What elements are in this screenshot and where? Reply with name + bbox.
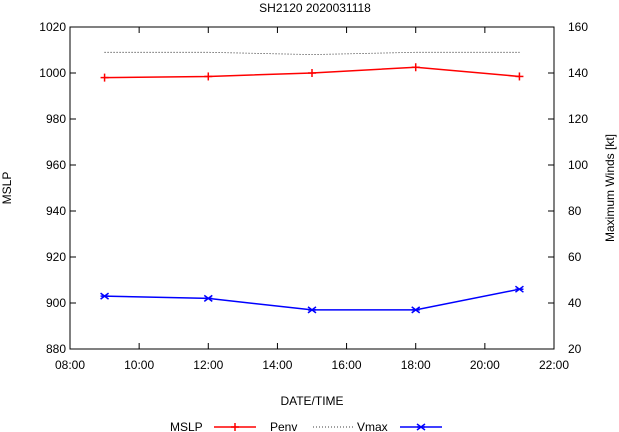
legend-label-penv: Penv (270, 420, 297, 432)
y2-tick-label: 120 (568, 112, 588, 126)
y-tick-label: 900 (46, 296, 66, 310)
x-tick-label: 18:00 (401, 358, 431, 372)
x-axis: 08:00 10:00 12:00 14:00 16:00 18:00 20:00 22:00 (55, 27, 569, 372)
y2-tick-label: 80 (568, 204, 582, 218)
legend-label-vmax: Vmax (357, 420, 388, 432)
legend: MSLP Penv Vmax (170, 420, 442, 432)
y-axis-left: 880 900 920 940 960 980 1000 1020 (39, 20, 76, 356)
chart-title: SH2120 2020031118 (259, 1, 371, 15)
plot-frame (69, 26, 555, 350)
y2-tick-label: 60 (568, 250, 582, 264)
x-tick-label: 16:00 (332, 358, 362, 372)
y-axis-label: MSLP (0, 172, 14, 205)
y-axis-right: 20 40 60 80 100 120 140 160 (548, 20, 588, 356)
x-tick-label: 20:00 (470, 358, 500, 372)
y-tick-label: 980 (46, 112, 66, 126)
x-tick-label: 22:00 (539, 358, 569, 372)
x-tick-label: 14:00 (262, 358, 292, 372)
y2-tick-label: 20 (568, 342, 582, 356)
y-tick-label: 1020 (39, 20, 66, 34)
y-tick-label: 960 (46, 158, 66, 172)
y-tick-label: 880 (46, 342, 66, 356)
x-tick-label: 10:00 (124, 358, 154, 372)
y-tick-label: 920 (46, 250, 66, 264)
y2-tick-label: 40 (568, 296, 582, 310)
x-tick-label: 08:00 (55, 358, 85, 372)
y2-axis-label: Maximum Winds [kt] (603, 134, 617, 242)
y-tick-label: 1000 (39, 66, 66, 80)
y2-tick-label: 160 (568, 20, 588, 34)
y-tick-label: 940 (46, 204, 66, 218)
x-axis-label: DATE/TIME (280, 394, 343, 408)
y2-tick-label: 140 (568, 66, 588, 80)
series-penv-line (104, 51, 520, 56)
legend-label-mslp: MSLP (170, 420, 203, 432)
y2-tick-label: 100 (568, 158, 588, 172)
x-tick-label: 12:00 (193, 358, 223, 372)
series-layer (100, 51, 524, 314)
series-vmax-line (104, 288, 520, 311)
